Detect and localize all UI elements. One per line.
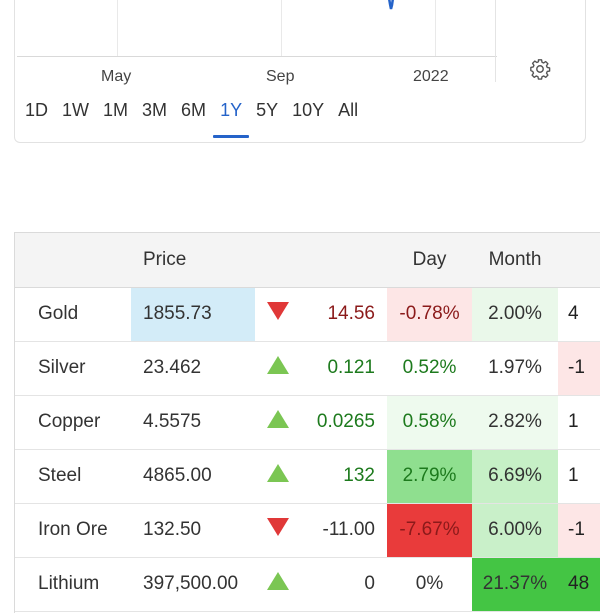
price-cell: 4865.00 <box>131 449 255 504</box>
chart-gridline <box>435 0 436 56</box>
direction-cell <box>255 341 301 396</box>
commodity-name: Iron Ore <box>15 503 131 558</box>
price-cell: 4.5575 <box>131 395 255 450</box>
commodity-name: Silver <box>15 341 131 396</box>
price-chart-card: May Sep 2022 1D 1W 1M 3M 6M 1Y 5Y 10Y All <box>14 0 586 143</box>
change-cell: 132 <box>301 449 387 504</box>
commodity-name: Lithium <box>15 557 131 612</box>
commodities-table: Price Day Month Gold 1855.73 14.56 -0.78% 2.… <box>14 232 600 613</box>
commodity-name: Gold <box>15 287 131 342</box>
table-row[interactable]: Lithium 397,500.00 0 0% 21.37% 48 <box>15 557 600 612</box>
extra-change-cell: 48 <box>558 557 600 612</box>
range-button-1y[interactable]: 1Y <box>213 98 250 138</box>
range-button-1d[interactable]: 1D <box>25 100 49 120</box>
x-axis-label-2022: 2022 <box>413 68 449 85</box>
x-axis-label-may: May <box>101 68 132 85</box>
table-row[interactable]: Iron Ore 132.50 -11.00 -7.67% 6.00% -1 <box>15 503 600 558</box>
month-change-cell: 6.00% <box>472 503 558 558</box>
price-line <box>388 0 394 10</box>
month-change-cell: 21.37% <box>472 557 558 612</box>
range-button-5y[interactable]: 5Y <box>256 100 279 120</box>
up-arrow-icon <box>267 356 289 374</box>
up-arrow-icon <box>267 410 289 428</box>
direction-cell <box>255 395 301 450</box>
header-name[interactable] <box>15 233 131 288</box>
price-cell: 1855.73 <box>131 287 255 342</box>
change-cell: 0.0265 <box>301 395 387 450</box>
day-change-cell: 0.58% <box>387 395 472 450</box>
chart-right-border <box>495 0 496 82</box>
day-change-cell: 0% <box>387 557 472 612</box>
direction-cell <box>255 503 301 558</box>
day-change-cell: 0.52% <box>387 341 472 396</box>
extra-change-cell: 4 <box>558 287 600 342</box>
up-arrow-icon <box>267 572 289 590</box>
up-arrow-icon <box>267 464 289 482</box>
commodity-name: Copper <box>15 395 131 450</box>
range-button-3m[interactable]: 3M <box>142 100 168 120</box>
month-change-cell: 2.82% <box>472 395 558 450</box>
price-cell: 397,500.00 <box>131 557 255 612</box>
header-price[interactable]: Price <box>131 233 255 288</box>
table-row[interactable]: Silver 23.462 0.121 0.52% 1.97% -1 <box>15 341 600 396</box>
commodity-name: Steel <box>15 449 131 504</box>
extra-change-cell: 1 <box>558 395 600 450</box>
x-axis-label-sep: Sep <box>266 68 295 85</box>
down-arrow-icon <box>267 518 289 536</box>
table-row[interactable]: Copper 4.5575 0.0265 0.58% 2.82% 1 <box>15 395 600 450</box>
range-button-6m[interactable]: 6M <box>181 100 207 120</box>
gear-icon[interactable] <box>529 58 551 80</box>
change-cell: 14.56 <box>301 287 387 342</box>
range-button-1w[interactable]: 1W <box>62 100 90 120</box>
chart-gridline <box>117 0 118 56</box>
header-change[interactable] <box>301 233 387 288</box>
chart-gridline <box>281 0 282 56</box>
extra-change-cell: -1 <box>558 503 600 558</box>
extra-change-cell: 1 <box>558 449 600 504</box>
day-change-cell: -0.78% <box>387 287 472 342</box>
month-change-cell: 1.97% <box>472 341 558 396</box>
change-cell: 0.121 <box>301 341 387 396</box>
day-change-cell: -7.67% <box>387 503 472 558</box>
direction-cell <box>255 449 301 504</box>
header-direction <box>255 233 301 288</box>
range-button-all[interactable]: All <box>338 100 359 120</box>
table-row[interactable]: Gold 1855.73 14.56 -0.78% 2.00% 4 <box>15 287 600 342</box>
price-cell: 132.50 <box>131 503 255 558</box>
header-extra[interactable] <box>558 233 600 288</box>
down-arrow-icon <box>267 302 289 320</box>
direction-cell <box>255 557 301 612</box>
month-change-cell: 2.00% <box>472 287 558 342</box>
header-day[interactable]: Day <box>387 233 472 288</box>
change-cell: 0 <box>301 557 387 612</box>
chart-plot-area[interactable] <box>17 0 497 82</box>
time-range-selector: 1D 1W 1M 3M 6M 1Y 5Y 10Y All <box>15 98 365 138</box>
range-button-10y[interactable]: 10Y <box>292 100 325 120</box>
range-button-1m[interactable]: 1M <box>103 100 129 120</box>
day-change-cell: 2.79% <box>387 449 472 504</box>
month-change-cell: 6.69% <box>472 449 558 504</box>
table-header-row: Price Day Month <box>15 233 600 288</box>
extra-change-cell: -1 <box>558 341 600 396</box>
header-month[interactable]: Month <box>472 233 558 288</box>
direction-cell <box>255 287 301 342</box>
change-cell: -11.00 <box>301 503 387 558</box>
price-cell: 23.462 <box>131 341 255 396</box>
table-row[interactable]: Steel 4865.00 132 2.79% 6.69% 1 <box>15 449 600 504</box>
